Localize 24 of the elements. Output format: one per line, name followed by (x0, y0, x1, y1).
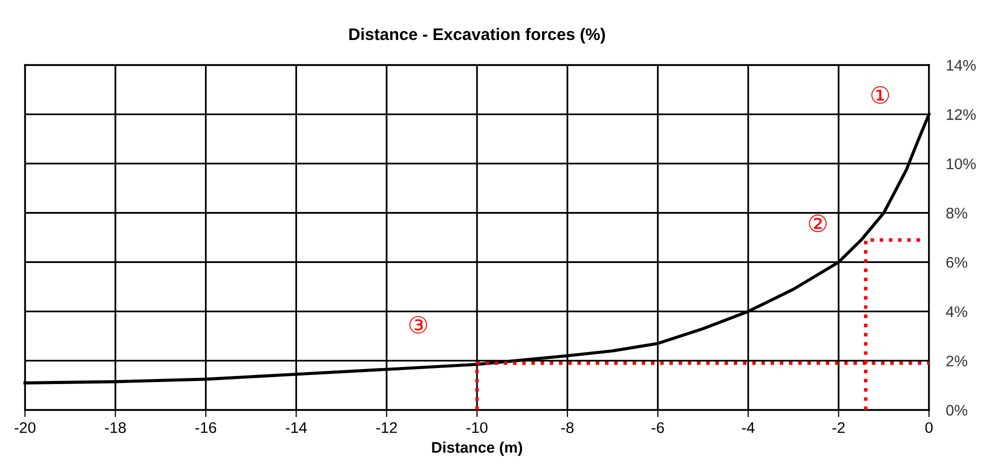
chart-title: Distance - Excavation forces (%) (349, 28, 605, 44)
x-tick-label: -10 (466, 422, 488, 434)
x-tick-label: -16 (195, 422, 216, 434)
x-tick-label: 0 (925, 422, 933, 434)
x-tick-label: -2 (832, 422, 845, 433)
x-tick-label: -18 (105, 422, 126, 434)
x-tick-label: -4 (742, 422, 755, 433)
x-axis-title: Distance (m) (432, 442, 522, 456)
y-tick-label: 10% (946, 158, 976, 170)
y-tick-label: 8% (946, 208, 968, 219)
y-tick-label: 14% (946, 60, 976, 71)
x-tick-label: -12 (376, 422, 397, 433)
x-tick-label: -8 (561, 422, 574, 434)
y-tick-label: 2% (946, 356, 968, 366)
annotation: ② (808, 214, 827, 232)
annotation: ① (871, 86, 890, 104)
x-tick-label: -14 (286, 422, 307, 433)
x-tick-label: -20 (14, 422, 36, 434)
y-tick-label: 4% (946, 306, 968, 318)
y-tick-label: 12% (946, 109, 976, 120)
x-tick-label: -6 (652, 422, 664, 434)
y-tick-label: 6% (946, 257, 968, 268)
annotation: ③ (409, 316, 428, 334)
y-tick-label: 0% (946, 404, 968, 416)
